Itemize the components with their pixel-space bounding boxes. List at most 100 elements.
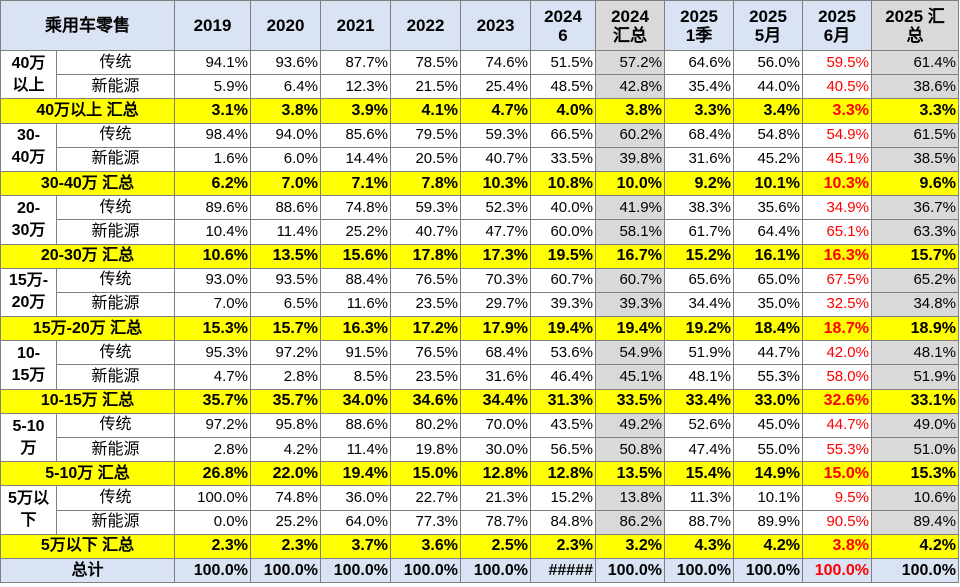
value-cell: 51.5% <box>530 49 596 76</box>
header-cell: 2024 汇总 <box>595 0 665 51</box>
value-cell: 95.8% <box>250 412 321 439</box>
value-cell: 60.7% <box>530 267 596 293</box>
table-row: 新能源 0.0% 25.2% 64.0% 77.3% 78.7% 84.8% 86.2% 88.… <box>1 509 959 535</box>
value-cell: 10.4% <box>174 219 251 245</box>
powertrain-label: 新能源 <box>56 146 175 172</box>
subtotal-value: 3.8% <box>250 98 321 124</box>
subtotal-row: 5万以下 汇总 2.3% 2.3% 3.7% 3.6% 2.5% 2.3% 3.2% 4.3% 4… <box>0 533 959 559</box>
value-cell: 42.8% <box>595 74 665 100</box>
value-cell: 39.3% <box>595 291 665 318</box>
value-cell: 48.1% <box>664 364 734 390</box>
table-body: 40万 以上 传统 94.1% 93.6% 87.7% 78.5% 74.6% 51.5% 57… <box>0 49 959 584</box>
grand-total-value: 100.0% <box>460 557 531 584</box>
value-cell: 48.1% <box>871 340 959 366</box>
powertrain-label: 新能源 <box>56 219 175 245</box>
value-cell: 4.7% <box>174 364 251 390</box>
value-cell: 80.2% <box>390 412 461 439</box>
subtotal-value: 18.4% <box>733 316 803 342</box>
grand-total-value: 100.0% <box>595 557 665 584</box>
value-cell: 90.5% <box>802 509 872 535</box>
value-cell: 29.7% <box>460 291 531 318</box>
value-cell: 88.6% <box>250 195 321 221</box>
table-row: 10- 15万 传统 95.3% 97.2% 91.5% 76.5% 68.4% 53.6% 5… <box>0 340 959 390</box>
table-row: 20- 30万 传统 89.6% 88.6% 74.8% 59.3% 52.3% 40.0% 4… <box>0 195 959 245</box>
subtotal-label: 40万以上 汇总 <box>0 98 175 124</box>
subtotal-value: 13.5% <box>595 461 665 487</box>
value-cell: 25.2% <box>320 219 391 245</box>
value-cell: 61.5% <box>871 122 959 148</box>
value-cell: 46.4% <box>530 364 596 390</box>
value-cell: 54.9% <box>802 122 872 148</box>
subtotal-value: 15.7% <box>871 243 959 269</box>
grand-total-value: 100.0% <box>174 557 251 584</box>
grand-total-value: 100.0% <box>871 557 959 584</box>
subtotal-value: 12.8% <box>530 461 596 487</box>
value-cell: 89.6% <box>174 195 251 221</box>
value-cell: 93.5% <box>250 267 321 293</box>
price-band-label: 10- 15万 <box>0 340 57 390</box>
subtotal-value: 15.0% <box>802 461 872 487</box>
subtotal-value: 15.2% <box>664 243 734 269</box>
header-cell: 2022 <box>390 0 461 51</box>
header-cell: 2023 <box>460 0 531 51</box>
value-cell: 61.7% <box>664 219 734 245</box>
value-cell: 44.7% <box>802 412 872 439</box>
subtotal-value: 3.3% <box>802 98 872 124</box>
subtotal-value: 3.8% <box>595 98 665 124</box>
value-cell: 93.6% <box>250 49 321 76</box>
table-row: 15万- 20万 传统 93.0% 93.5% 88.4% 76.5% 70.3% 60.7%… <box>0 267 959 318</box>
subtotal-value: 9.2% <box>664 170 734 197</box>
subtotal-value: 13.5% <box>250 243 321 269</box>
value-cell: 8.5% <box>320 364 391 390</box>
value-cell: 1.6% <box>174 146 251 172</box>
subtotal-value: 10.3% <box>802 170 872 197</box>
subtotal-value: 14.9% <box>733 461 803 487</box>
subtotal-value: 15.3% <box>871 461 959 487</box>
value-cell: 55.0% <box>733 436 803 463</box>
value-cell: 94.1% <box>174 49 251 76</box>
subtotal-value: 17.2% <box>390 316 461 342</box>
subtotal-value: 12.8% <box>460 461 531 487</box>
value-cell: 52.3% <box>460 195 531 221</box>
subtotal-value: 7.1% <box>320 170 391 197</box>
price-band-label: 15万- 20万 <box>0 267 57 318</box>
value-cell: 88.4% <box>320 267 391 293</box>
value-cell: 6.4% <box>250 74 321 100</box>
subtotal-value: 18.7% <box>802 316 872 342</box>
subtotal-value: 26.8% <box>174 461 251 487</box>
subtotal-value: 4.7% <box>460 98 531 124</box>
value-cell: 33.5% <box>530 146 596 172</box>
value-cell: 74.6% <box>460 49 531 76</box>
value-cell: 55.3% <box>802 436 872 463</box>
subtotal-value: 3.2% <box>595 533 665 559</box>
powertrain-label: 传统 <box>56 49 175 76</box>
price-band-label: 30- 40万 <box>0 122 57 172</box>
value-cell: 14.4% <box>320 146 391 172</box>
header-cell: 2024 6 <box>530 0 596 51</box>
grand-total-value: ##### <box>530 557 596 584</box>
header-cell: 2025 6月 <box>802 0 872 51</box>
value-cell: 66.5% <box>530 122 596 148</box>
subtotal-value: 9.6% <box>871 170 959 197</box>
grand-total-row: 总计 100.0% 100.0% 100.0% 100.0% 100.0% ##### 100… <box>0 557 959 584</box>
value-cell: 10.1% <box>733 485 803 511</box>
subtotal-label: 10-15万 汇总 <box>0 388 175 414</box>
value-cell: 77.3% <box>390 509 461 535</box>
subtotal-value: 10.8% <box>530 170 596 197</box>
powertrain-label: 传统 <box>56 122 175 148</box>
price-band-label: 40万 以上 <box>0 49 57 100</box>
value-cell: 100.0% <box>174 485 251 511</box>
value-cell: 51.9% <box>871 364 959 390</box>
powertrain-label: 新能源 <box>56 291 175 318</box>
value-cell: 10.6% <box>871 485 959 511</box>
subtotal-value: 31.3% <box>530 388 596 414</box>
subtotal-value: 3.6% <box>390 533 461 559</box>
value-cell: 89.9% <box>733 509 803 535</box>
subtotal-value: 3.1% <box>174 98 251 124</box>
value-cell: 13.8% <box>595 485 665 511</box>
powertrain-label: 传统 <box>56 340 175 366</box>
value-cell: 35.6% <box>733 195 803 221</box>
value-cell: 49.0% <box>871 412 959 439</box>
subtotal-value: 16.3% <box>320 316 391 342</box>
powertrain-label: 传统 <box>56 412 175 439</box>
